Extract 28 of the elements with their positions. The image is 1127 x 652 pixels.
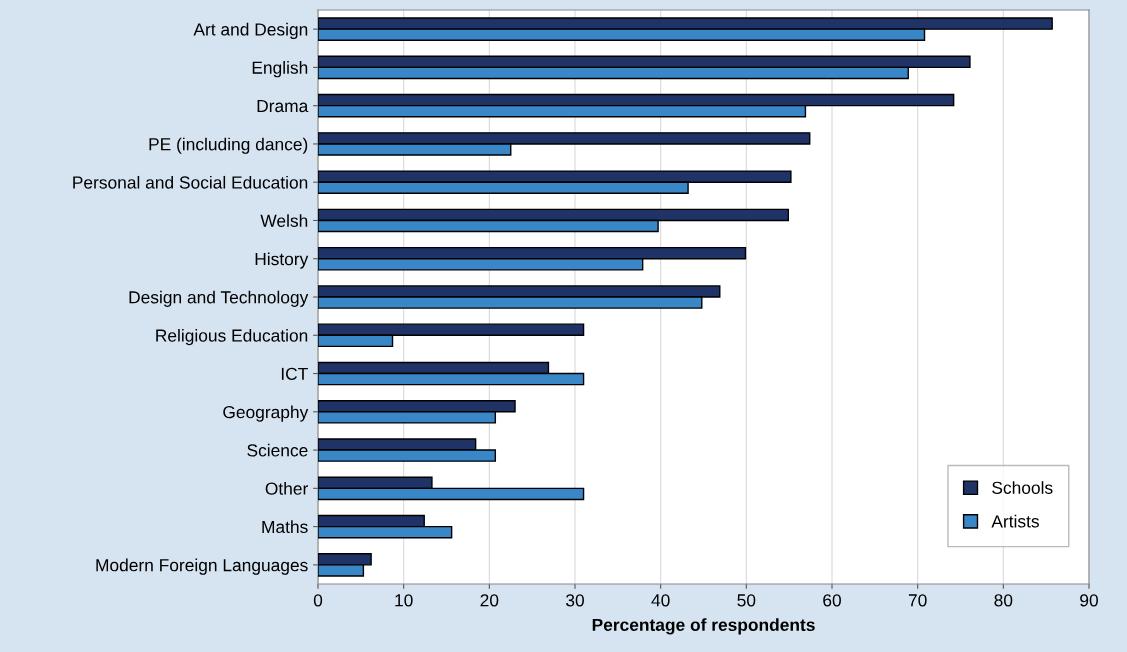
x-axis-title: Percentage of respondents [592, 618, 815, 635]
y-tick-label: Science [247, 443, 308, 457]
y-tick-label: History [255, 252, 309, 269]
y-tick-label: ICT [281, 367, 308, 380]
y-tick-label: Geography [223, 405, 309, 422]
y-tick-label: Art and Design [193, 22, 308, 40]
legend-label: Schools [992, 481, 1053, 494]
y-tick-label: PE (including dance) [149, 137, 308, 154]
x-tick-label: 40 [651, 594, 670, 607]
x-tick-label: 70 [908, 594, 927, 607]
y-tick-label: Maths [262, 520, 308, 534]
y-tick-label: Other [265, 482, 308, 495]
x-tick-label: 30 [566, 594, 584, 607]
y-tick-label: Personal and Social Education [73, 175, 308, 189]
y-tick-label: English [252, 61, 308, 78]
x-tick-label: 50 [737, 594, 756, 607]
legend-label: Artists [991, 514, 1039, 528]
x-tick-label: 20 [480, 594, 499, 607]
x-tick-label: 60 [823, 594, 841, 607]
y-tick-label: Welsh [260, 214, 308, 227]
x-tick-label: 0 [313, 594, 323, 607]
y-tick-label: Design and Technology [129, 290, 309, 307]
x-tick-label: 10 [395, 594, 413, 607]
x-tick-label: 80 [994, 594, 1013, 607]
x-tick-label: 90 [1080, 594, 1098, 607]
y-tick-label: Drama [257, 100, 309, 113]
y-tick-label: Modern Foreign Languages [96, 558, 308, 575]
y-tick-label: Religious Education [156, 328, 308, 346]
